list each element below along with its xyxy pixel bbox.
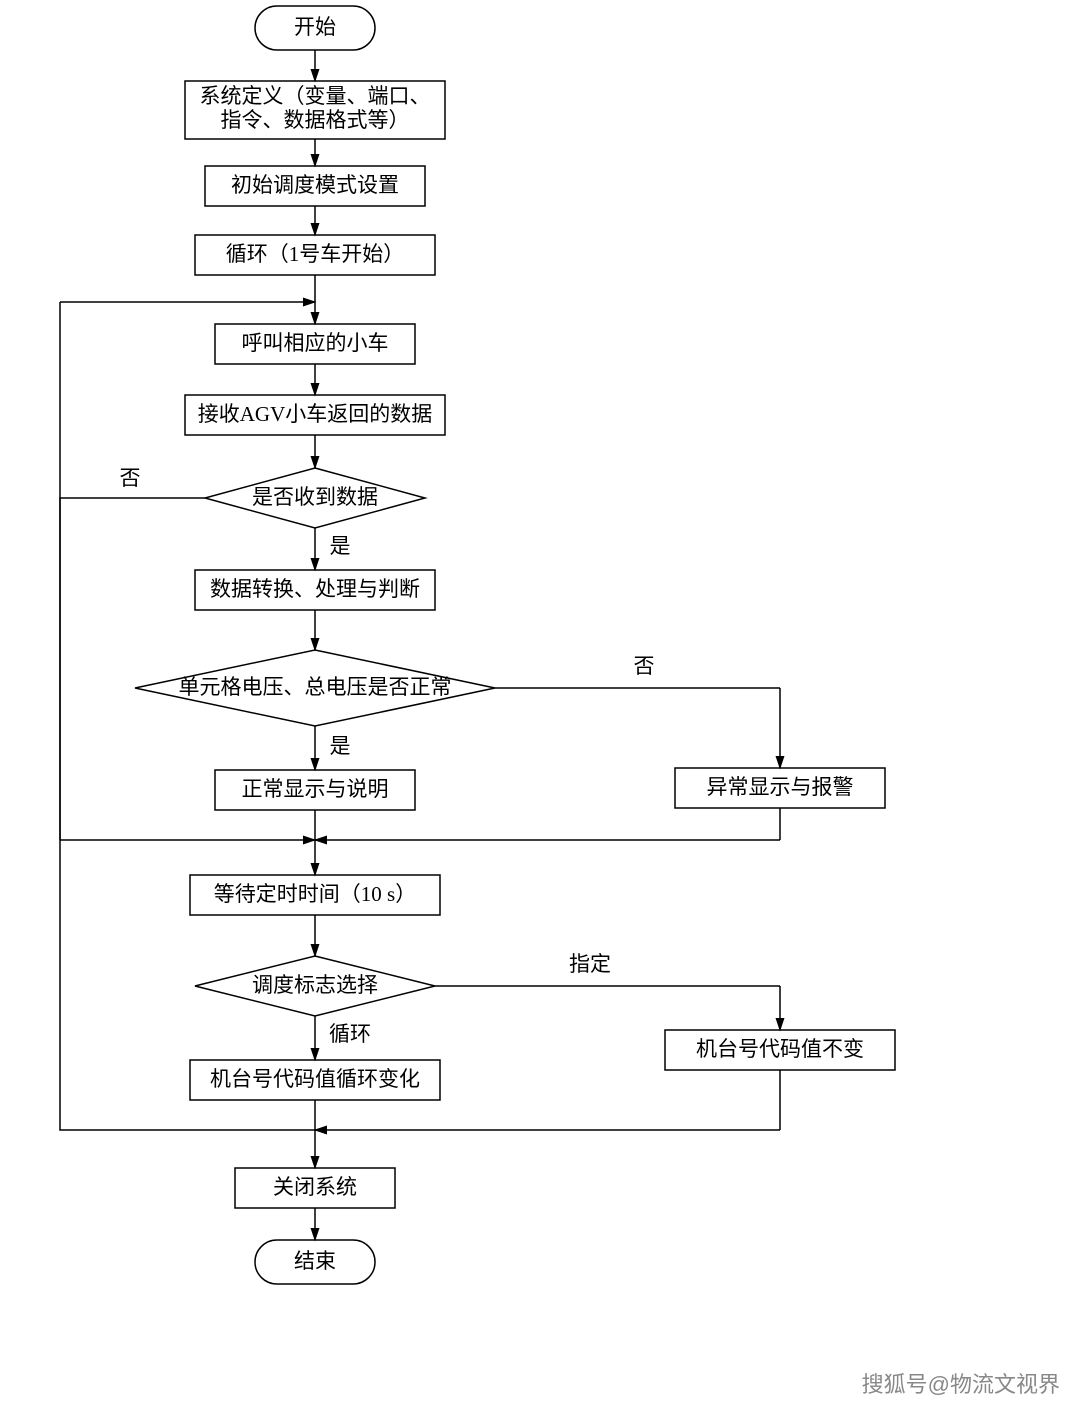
node-schedflag: 调度标志选择	[195, 956, 435, 1016]
node-process: 数据转换、处理与判断	[195, 570, 435, 610]
node-fixedval: 机台号代码值不变	[665, 1030, 895, 1070]
node-text-start: 开始	[294, 15, 336, 39]
edge-label: 否	[120, 466, 141, 490]
node-normal: 正常显示与说明	[215, 770, 415, 810]
edge-label: 指定	[569, 952, 611, 976]
node-sysdef: 系统定义（变量、端口、指令、数据格式等）	[185, 81, 445, 139]
node-text-wait: 等待定时时间（10 s）	[214, 882, 416, 906]
node-wait: 等待定时时间（10 s）	[190, 875, 440, 915]
node-text-call: 呼叫相应的小车	[242, 331, 389, 355]
node-text-end: 结束	[294, 1249, 336, 1273]
watermark-text: 搜狐号@物流文视界	[862, 1372, 1060, 1397]
node-text-schedflag: 调度标志选择	[252, 973, 378, 997]
node-recv: 接收AGV小车返回的数据	[185, 395, 445, 435]
node-text-alarm: 异常显示与报警	[707, 775, 854, 799]
node-text-gotdata: 是否收到数据	[252, 485, 378, 509]
node-voltage: 单元格电压、总电压是否正常	[135, 650, 495, 726]
node-call: 呼叫相应的小车	[215, 324, 415, 364]
node-text-recv: 接收AGV小车返回的数据	[198, 402, 433, 426]
node-text-fixedval: 机台号代码值不变	[696, 1037, 864, 1061]
node-gotdata: 是否收到数据	[205, 468, 425, 528]
edge-label: 循环	[329, 1022, 371, 1046]
node-text-sysdef: 指令、数据格式等）	[221, 108, 410, 132]
node-text-voltage: 单元格电压、总电压是否正常	[179, 675, 452, 699]
edge-label: 是	[330, 734, 351, 758]
flowchart-canvas: 开始系统定义（变量、端口、指令、数据格式等） 初始调度模式设置循环（1号车开始） 呼…	[0, 0, 1080, 1405]
node-text-sysdef: 系统定义（变量、端口、	[200, 84, 431, 108]
edge-label: 是	[330, 534, 351, 558]
node-loop: 循环（1号车开始）	[195, 235, 435, 275]
edge-label: 否	[634, 654, 655, 678]
node-text-close: 关闭系统	[273, 1175, 357, 1199]
node-text-cycleval: 机台号代码值循环变化	[210, 1067, 420, 1091]
node-text-initmode: 初始调度模式设置	[231, 173, 399, 197]
node-end: 结束	[255, 1240, 375, 1284]
node-text-loop: 循环（1号车开始）	[226, 242, 405, 266]
node-start: 开始	[255, 6, 375, 50]
node-alarm: 异常显示与报警	[675, 768, 885, 808]
node-text-process: 数据转换、处理与判断	[210, 577, 420, 601]
node-initmode: 初始调度模式设置	[205, 166, 425, 206]
node-text-normal: 正常显示与说明	[242, 777, 389, 801]
node-cycleval: 机台号代码值循环变化	[190, 1060, 440, 1100]
node-close: 关闭系统	[235, 1168, 395, 1208]
